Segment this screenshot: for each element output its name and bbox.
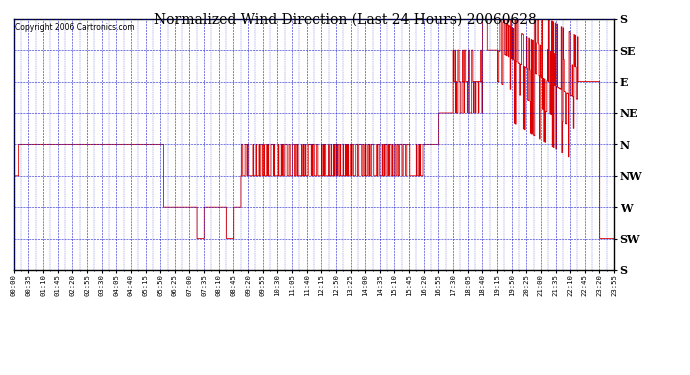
Text: Copyright 2006 Cartronics.com: Copyright 2006 Cartronics.com	[15, 22, 135, 32]
Text: Normalized Wind Direction (Last 24 Hours) 20060628: Normalized Wind Direction (Last 24 Hours…	[154, 13, 536, 27]
